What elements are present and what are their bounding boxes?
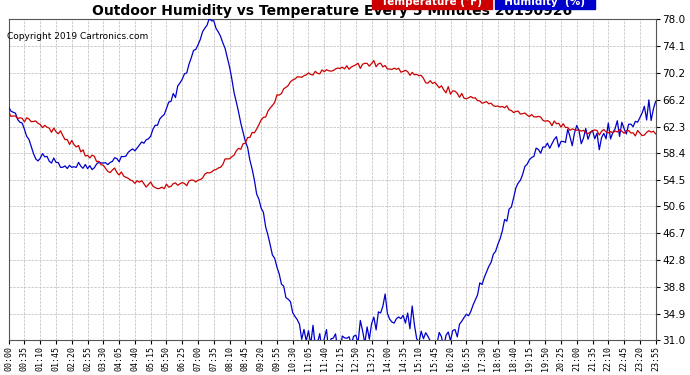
Text: Copyright 2019 Cartronics.com: Copyright 2019 Cartronics.com: [7, 32, 148, 41]
Text: Humidity  (%): Humidity (%): [497, 0, 593, 7]
Title: Outdoor Humidity vs Temperature Every 5 Minutes 20190926: Outdoor Humidity vs Temperature Every 5 …: [92, 4, 572, 18]
Text: Temperature (°F): Temperature (°F): [374, 0, 489, 7]
